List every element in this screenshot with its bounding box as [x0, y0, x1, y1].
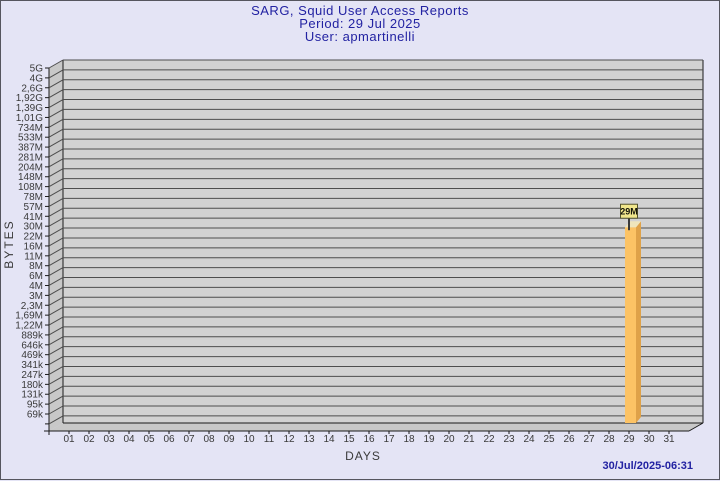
- xtick-label: 26: [563, 434, 575, 445]
- xtick-label: 28: [603, 434, 615, 445]
- ytick-label: 1,69M: [15, 311, 43, 322]
- x-axis: 01 02 03 04 05 06 07 08 09 10 11 12 13 14 15 16 17 18 19 20…: [63, 431, 675, 445]
- ytick-label: 646k: [21, 340, 44, 351]
- ytick-label: 30M: [24, 222, 43, 233]
- xtick-label: 18: [403, 434, 415, 445]
- xtick-label: 29: [623, 434, 635, 445]
- ytick-label: 734M: [18, 123, 43, 134]
- grid-lines: [48, 59, 703, 425]
- bar-value-label: 29M: [620, 207, 638, 217]
- xtick-label: 15: [343, 434, 355, 445]
- xtick-label: 06: [163, 434, 175, 445]
- ytick-label: 108M: [18, 182, 43, 193]
- data-bar: [625, 221, 641, 423]
- xtick-label: 22: [483, 434, 495, 445]
- ytick-label: 148M: [18, 172, 43, 183]
- xtick-label: 12: [283, 434, 295, 445]
- bar-value-flags: 29M: [620, 203, 638, 231]
- ytick-label: 2,3M: [21, 301, 43, 312]
- x-axis-title: DAYS: [345, 449, 381, 463]
- xtick-label: 27: [583, 434, 595, 445]
- ytick-label: 22M: [24, 232, 43, 243]
- xtick-label: 02: [83, 434, 95, 445]
- xtick-label: 24: [523, 434, 535, 445]
- ytick-label: 8M: [29, 261, 43, 272]
- ytick-label: 16M: [24, 241, 43, 252]
- data-bars: [625, 221, 641, 423]
- ytick-label: 69k: [27, 410, 44, 421]
- bar-value-flag: 29M: [620, 203, 638, 231]
- chart-3d-box: [44, 60, 704, 435]
- ytick-label: 1,39G: [16, 103, 43, 114]
- xtick-label: 09: [223, 434, 235, 445]
- ytick-label: 204M: [18, 162, 43, 173]
- xtick-label: 21: [463, 434, 475, 445]
- ytick-label: 281M: [18, 152, 43, 163]
- ytick-label: 2,6G: [21, 83, 43, 94]
- chart-user: User: apmartinelli: [304, 29, 416, 44]
- xtick-label: 05: [143, 434, 155, 445]
- ytick-label: 469k: [21, 350, 44, 361]
- ytick-label: 4M: [29, 281, 43, 292]
- ytick-label: 1,01G: [16, 113, 43, 124]
- chart-period: Period: 29 Jul 2025: [299, 16, 421, 31]
- xtick-label: 25: [543, 434, 555, 445]
- xtick-label: 16: [363, 434, 375, 445]
- ytick-label: 889k: [21, 330, 44, 341]
- xtick-label: 17: [383, 434, 395, 445]
- bar-value-flag-box: [620, 203, 638, 219]
- chart-title: SARG, Squid User Access Reports: [251, 3, 469, 18]
- ytick-label: 341k: [21, 360, 44, 371]
- xtick-label: 14: [323, 434, 335, 445]
- xtick-label: 04: [123, 434, 135, 445]
- ytick-label: 78M: [24, 192, 43, 203]
- xtick-label: 19: [423, 434, 435, 445]
- ytick-label: 387M: [18, 143, 43, 154]
- y-axis: 5G4G2,6G1,92G1,39G1,01G734M533M387M281M2…: [15, 64, 49, 425]
- ytick-label: 57M: [24, 202, 43, 213]
- xtick-label: 10: [243, 434, 255, 445]
- ytick-label: 95k: [27, 400, 44, 411]
- xtick-label: 23: [503, 434, 515, 445]
- ytick-label: 6M: [29, 271, 43, 282]
- generated-timestamp: 30/Jul/2025-06:31: [602, 460, 693, 472]
- xtick-label: 01: [63, 434, 75, 445]
- ytick-label: 5G: [30, 64, 44, 75]
- xtick-label: 31: [663, 434, 675, 445]
- ytick-label: 180k: [21, 380, 44, 391]
- ytick-label: 11M: [24, 251, 43, 262]
- xtick-label: 20: [443, 434, 455, 445]
- ytick-label: 1,22M: [15, 321, 43, 332]
- ytick-label: 247k: [21, 370, 44, 381]
- ytick-label: 533M: [18, 133, 43, 144]
- xtick-label: 07: [183, 434, 195, 445]
- xtick-label: 30: [643, 434, 655, 445]
- ytick-label: 1,92G: [16, 93, 43, 104]
- xtick-label: 08: [203, 434, 215, 445]
- ytick-label: 41M: [24, 212, 43, 223]
- chart-header: SARG, Squid User Access Reports Period: …: [1, 4, 719, 43]
- xtick-label: 13: [303, 434, 315, 445]
- ytick-label: 3M: [29, 291, 43, 302]
- xtick-label: 11: [264, 434, 275, 445]
- ytick-label: 4G: [30, 73, 44, 84]
- xtick-label: 03: [103, 434, 115, 445]
- ytick-label: 131k: [21, 390, 44, 401]
